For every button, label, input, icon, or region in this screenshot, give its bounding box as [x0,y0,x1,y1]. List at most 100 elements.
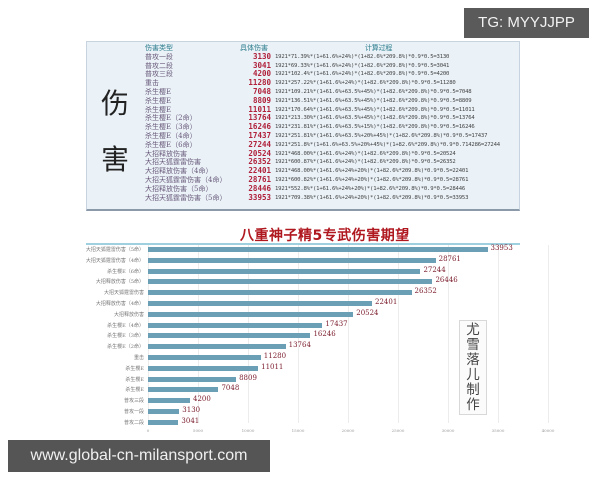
damage-value-cell: 22401 [248,166,271,176]
damage-type-cell: 普攻三段 [145,70,173,79]
bar-value-label: 11280 [263,352,287,360]
watermark-top-badge: TG: MYYJJPP [464,8,589,38]
bar-category-label: 杀生樱E [125,365,144,372]
damage-value-cell: 17437 [248,130,271,140]
table-row: 普攻一段 3130 1921*71.39%*(1+61.6%+24%)*(1+82.… [145,52,535,62]
calculation-cell: 1921*468.00%*(1+61.6%+24%)*(1+82.6%*209.… [275,150,456,157]
bar-category-label: 杀生樱E（6命） [107,268,144,275]
damage-value-cell: 7048 [252,86,271,96]
bar-row: 普攻三段 4200 [124,395,548,406]
x-axis-tick: 35000 [491,428,505,433]
bar-row: 杀生樱E（4命） 17437 [107,320,548,331]
bar-row: 大招释放伤害 20524 [114,309,548,320]
bar-category-label: 大招释放伤害（5命） [95,279,144,286]
bar [148,365,259,371]
gridline [448,245,449,423]
damage-type-cell: 大招天狐霆雷伤害 [145,158,201,167]
bar-row: 杀生樱E（6命） 27244 [107,266,548,277]
damage-type-cell: 大招天狐霆雷伤害（4命） [145,175,227,184]
damage-type-cell: 普攻二段 [145,61,173,70]
bar [148,247,488,252]
header-damage-type: 伤害类型 [145,44,173,52]
calculation-cell: 1921*257.22%*(1+61.6%+24%)*(1+82.6%*209.… [275,80,456,87]
damage-type-cell: 杀生樱E（4命） [145,131,197,140]
bar-category-label: 大招天狐霆雷伤害（5命） [85,247,144,253]
bar-category-label: 普攻二段 [123,419,144,426]
damage-type-cell: 大招释放伤害（4命） [145,167,213,176]
table-row: 大招天狐霆雷伤害（4命） 28761 1921*600.82%*(1+61.6%+2… [145,175,535,185]
bar [148,419,179,425]
calculation-cell: 1921*600.87%*(1+61.6%+24%)*(1+82.6%*209.… [275,159,456,166]
table-row: 杀生樱E 11011 1921*170.64%*(1+61.6%+63.5%+45%… [145,105,535,115]
damage-table-panel: 伤 害 伤害类型 具体伤害 计算过程 普攻一段 3130 1921*71.39%*(… [86,41,520,211]
calculation-cell: 1921*109.21%*(1+61.6%+63.5%+45%)*(1+82.6… [275,88,472,95]
bar-value-label: 16246 [313,330,336,339]
calculation-cell: 1921*468.00%*(1+61.6%+24%+20%)*(1+82.6%*… [275,168,469,175]
bar-category-label: 杀生樱E [125,376,144,383]
bar-value-label: 26352 [414,287,437,296]
damage-value-cell: 4200 [252,69,271,79]
damage-value-cell: 13764 [248,113,271,123]
bar [148,376,237,382]
damage-type-cell: 杀生樱E [145,87,172,96]
table-row: 杀生樱E（6命） 27244 1921*251.8%*(1+61.6%+63.5%+… [145,140,535,150]
chart-title: 八重神子精5专武伤害期望 [240,228,410,244]
bar-row: 杀生樱E（3命） 16246 [107,330,548,341]
calculation-cell: 1921*600.82%*(1+61.6%+24%+20%)*(1+82.6%*… [275,176,469,183]
stamp-char: 制 [466,381,480,398]
calculation-cell: 1921*231.81%*(1+61.6%+63.5%+15%)*(1+82.6… [275,124,475,131]
bar-category-label: 大招天狐霆雷伤害（4命） [85,257,144,264]
bar-category-label: 杀生樱E（2命） [107,344,144,351]
table-row: 杀生樱E（2命） 13764 1921*213.30%*(1+61.6%+63.5%… [145,114,535,123]
header-damage-value: 具体伤害 [240,44,268,52]
bar-row: 杀生樱E 11011 [125,363,548,374]
damage-type-cell: 大招天狐霆雷伤害（5命） [145,193,227,202]
side-label-1: 伤 [101,87,130,120]
calculation-cell: 1921*69.33%*(1+61.6%+24%)*(1+82.6%*209.8… [275,62,450,69]
x-axis-tick: 15000 [291,428,305,433]
damage-type-cell: 重击 [145,79,159,88]
x-axis-tick: 20000 [341,428,355,433]
side-label-2: 害 [101,143,130,176]
calculation-cell: 1921*251.81%*(1+61.6%+63.5%+20%+45%)*(1+… [275,132,488,139]
damage-type-cell: 杀生樱E（2命） [145,114,197,123]
stamp-char: 儿 [466,366,480,383]
gridline [498,245,499,423]
bar-category-label: 杀生樱E（4命） [107,322,144,329]
calculation-cell: 1921*102.4%*(1+61.6%+24%)*(1+82.6%*209.8… [275,71,450,78]
damage-value-cell: 11280 [248,78,271,88]
watermark-url-badge: www.global-cn-milansport.com [8,440,270,472]
bar-value-label: 28761 [438,254,461,263]
table-row: 杀生樱E 7048 1921*109.21%*(1+61.6%+63.5%+45%)… [145,86,535,97]
x-axis-tick: 10000 [241,428,255,433]
bar-value-label: 13764 [288,341,311,350]
damage-value-cell: 33953 [248,192,271,202]
bar-value-label: 3130 [182,406,201,414]
gridline [398,245,399,423]
bar [148,301,372,306]
bar [148,290,412,296]
bar [148,268,421,274]
bar-value-label: 3041 [181,416,200,425]
table-row: 大招天狐霆雷伤害 26352 1921*600.87%*(1+61.6%+24%)*… [145,158,535,167]
table-row: 杀生樱E（3命） 16246 1921*231.81%*(1+61.6%+63.5%… [145,122,535,132]
stamp-char: 落 [466,351,480,368]
bar-row: 大招天狐霆雷伤害 26352 [104,287,548,298]
table-row: 大招释放伤害（4命） 22401 1921*468.00%*(1+61.6%+24%… [145,166,535,176]
stamp-char: 作 [466,396,480,413]
bar-category-label: 普攻三段 [123,398,144,405]
damage-type-cell: 杀生樱E（6命） [145,140,197,149]
bar-value-label: 33953 [490,244,513,252]
bar-row: 大招天狐霆雷伤害（5命） 33953 [86,244,548,255]
damage-value-cell: 28446 [248,183,271,193]
damage-type-cell: 杀生樱E [145,105,172,114]
bar [148,322,323,328]
bar [148,279,433,285]
bar-row: 杀生樱E（2命） 13764 [107,341,548,352]
bar [148,333,311,339]
bar-row: 杀生樱E 7048 [125,384,548,395]
table-row: 杀生樱E（4命） 17437 1921*251.81%*(1+61.6%+63.5%… [145,130,535,141]
bar-row: 重击 11280 [134,352,548,363]
bar-category-label: 重击 [133,355,144,361]
damage-value-cell: 20524 [248,148,271,158]
